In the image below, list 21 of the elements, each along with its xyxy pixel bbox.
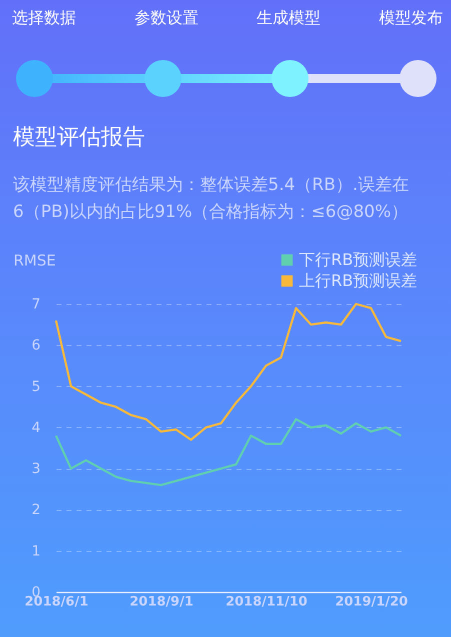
- legend-label: 上行RB预测误差: [299, 271, 418, 290]
- line-series: [54, 418, 402, 486]
- y-tick-label: 3: [32, 461, 40, 478]
- y-tick-label: 2: [32, 502, 40, 518]
- text: 模型发布: [378, 8, 443, 29]
- y-tick-label: 7: [32, 296, 40, 312]
- y-axis-title: RMSE: [14, 252, 56, 270]
- chart-title: 模型评估报告: [13, 124, 145, 152]
- y-tick-label: 6: [32, 338, 41, 354]
- y-tick-label: 4: [32, 420, 41, 436]
- y-tick-label: 1: [32, 543, 40, 560]
- x-tick-label: 2019/1/20: [335, 594, 408, 610]
- y-tick-label: 5: [32, 378, 40, 395]
- chart-subtitle: 该模型精度评估结果为：整体误差5.4（RB）.误差在6（PB)以内的占比91%（合格指标为：≤6@80%）: [13, 174, 410, 224]
- legend-label: 下行RB预测误差: [299, 250, 418, 269]
- line-series: [54, 302, 402, 441]
- x-tick-label: 2018/9/1: [130, 594, 194, 610]
- text: 生成模型: [256, 8, 321, 29]
- text: 参数设置: [134, 8, 198, 29]
- text: 选择数据: [12, 8, 76, 29]
- x-tick-label: 2018/11/10: [226, 594, 308, 610]
